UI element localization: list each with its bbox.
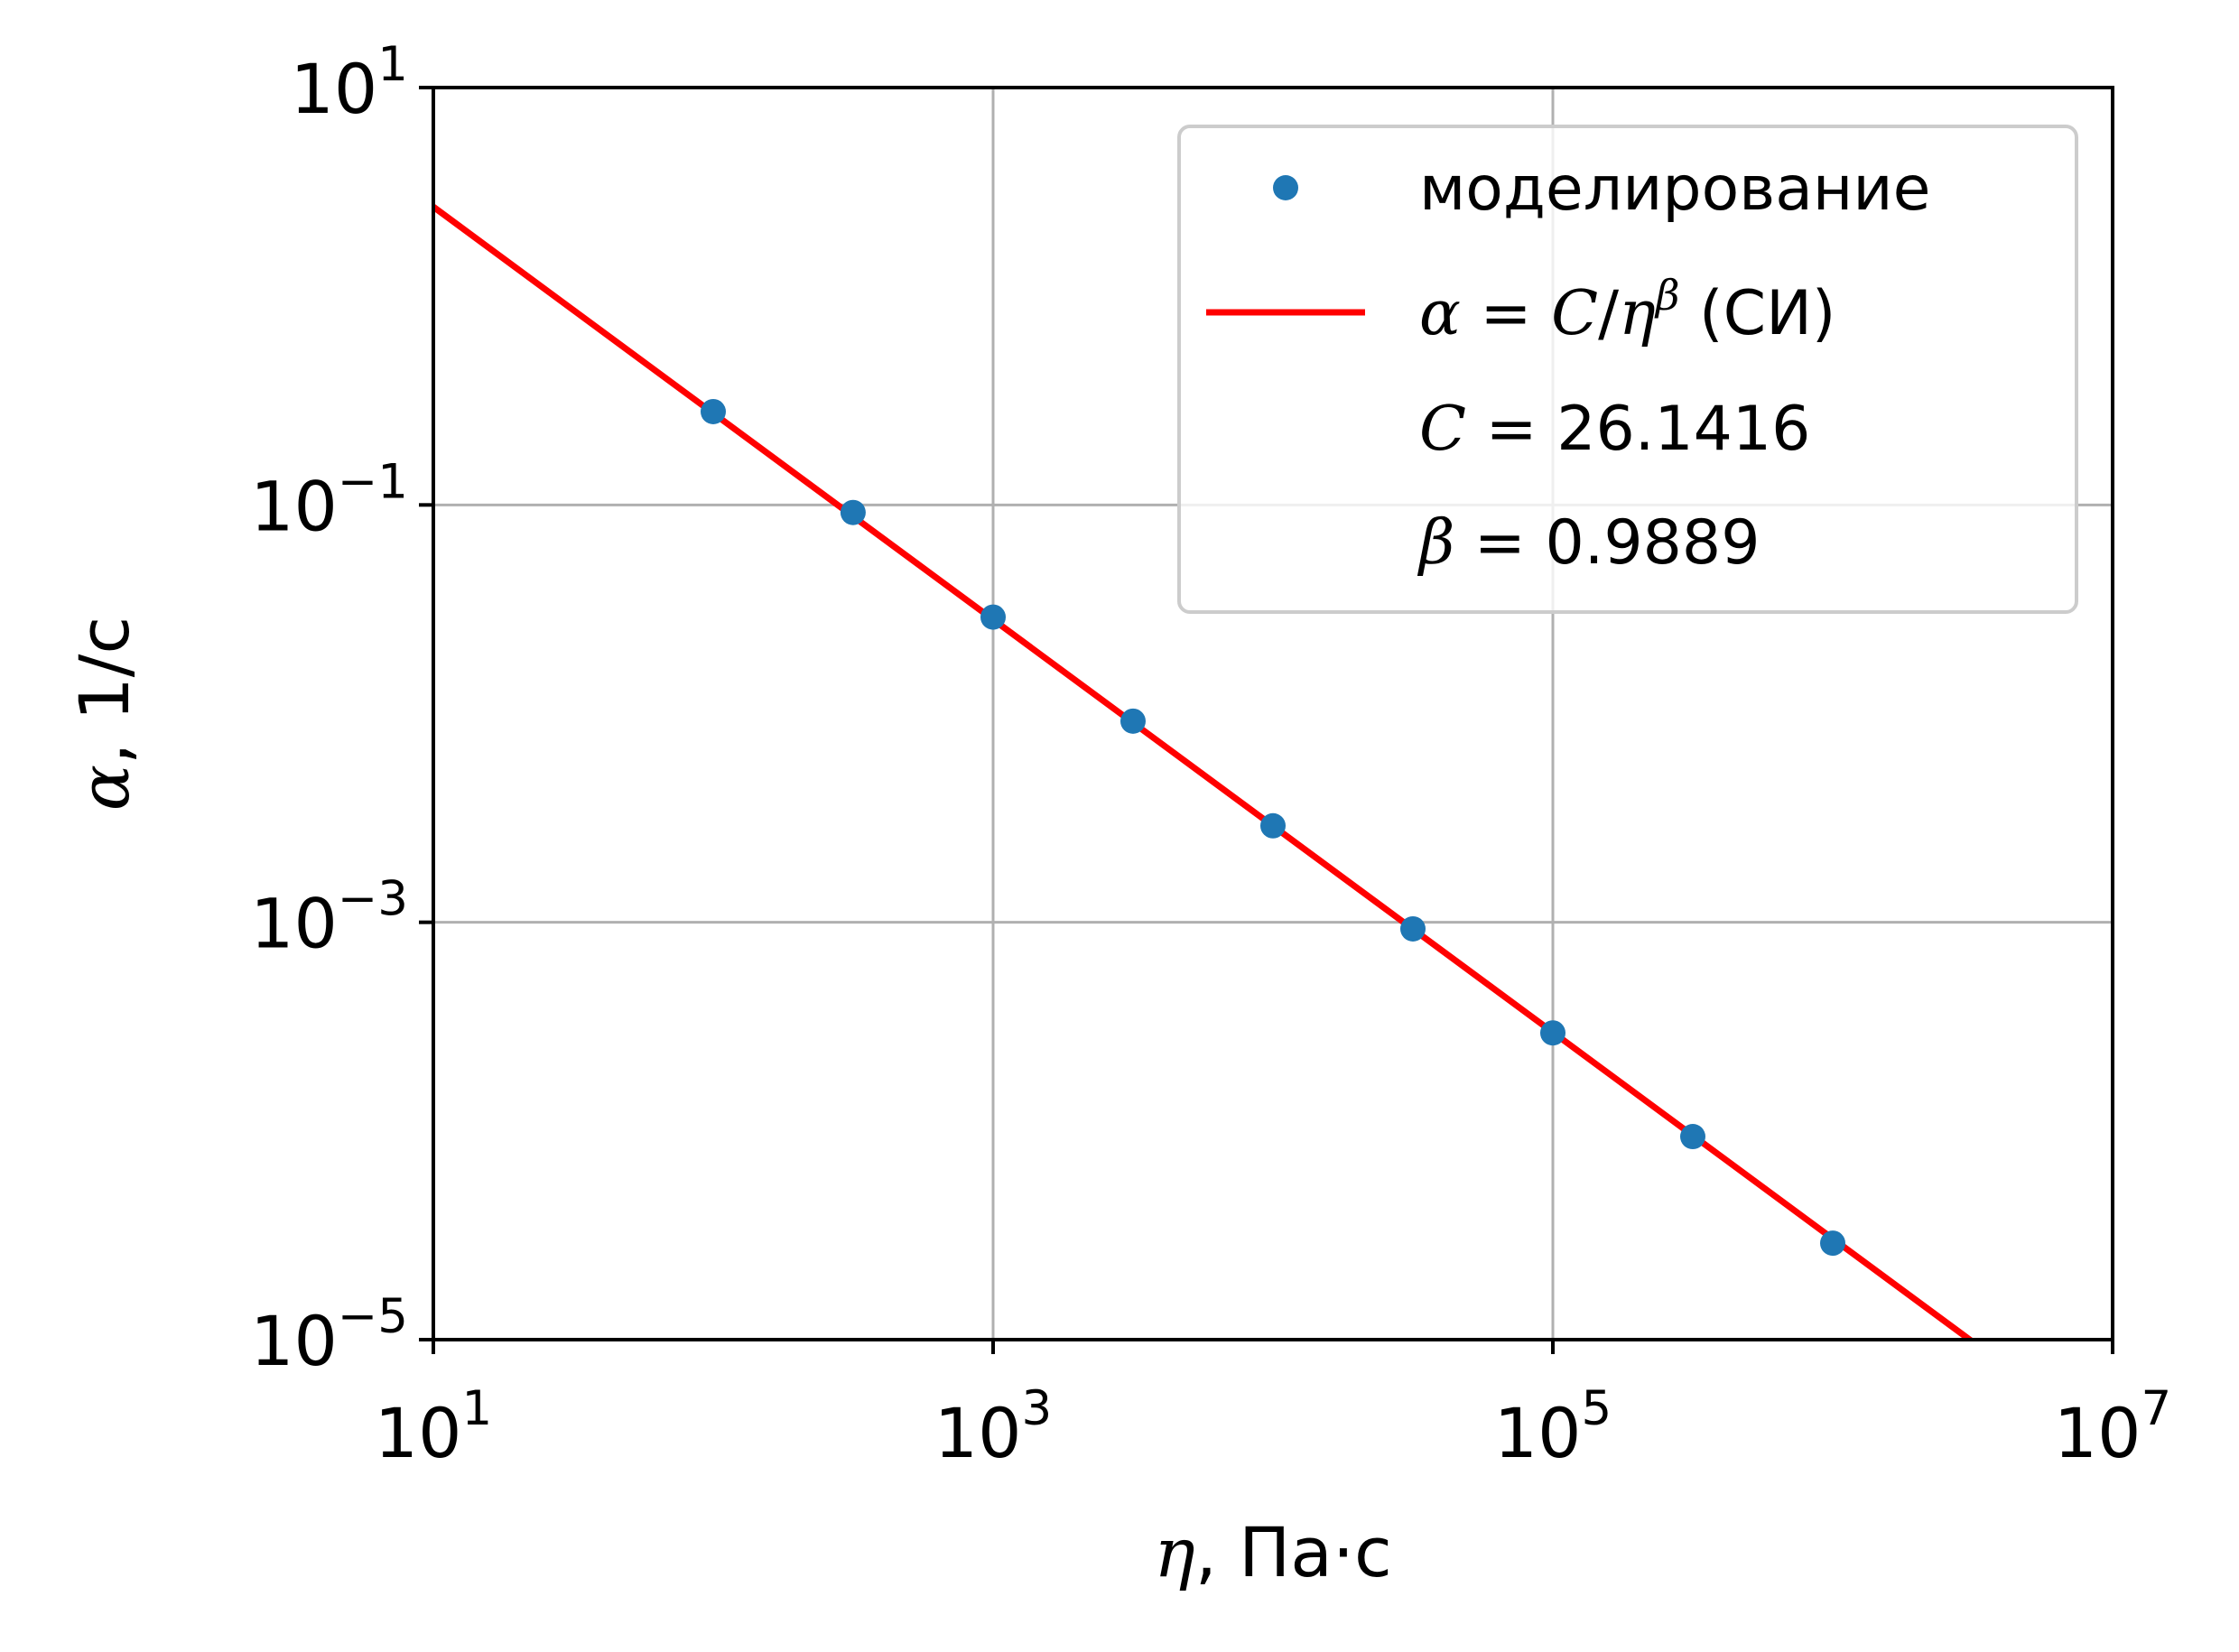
y-tick-label: 10−5 [250,1289,408,1381]
legend-fit-beta: β [1654,271,1680,320]
data-point [840,499,866,525]
legend-c-symbol: C [1419,394,1466,465]
y-tick-exp: −1 [338,454,408,509]
x-tick-label: 107 [2054,1381,2171,1473]
legend-box [1177,125,2078,614]
x-tick-base: 10 [2054,1393,2141,1473]
data-point [1540,1020,1565,1046]
x-tick-label: 103 [934,1381,1052,1473]
x-axis-var: η [1154,1512,1195,1592]
y-tick-exp: 1 [377,37,408,92]
data-point [1120,708,1146,734]
y-tick-base: 10 [291,49,378,129]
y-tick-base: 10 [250,466,338,546]
data-point [1680,1124,1706,1150]
x-tick-exp: 5 [1581,1381,1612,1436]
data-point [701,398,726,424]
legend-fit-alpha: α [1419,278,1461,349]
x-tick-exp: 7 [2141,1381,2171,1436]
legend-fit-slash: / [1598,278,1619,349]
y-axis-title: α, 1/с [64,617,144,811]
x-tick-exp: 3 [1021,1381,1052,1436]
data-point [1400,915,1426,942]
plot-frame [432,86,2114,1341]
y-axis-unit: , 1/с [64,617,144,765]
y-tick-label: 101 [291,37,408,129]
x-tick-exp: 1 [461,1381,492,1436]
y-tick-base: 10 [250,884,338,964]
y-tick-exp: −3 [338,872,408,927]
points-layer [701,398,1845,1257]
y-tick-label: 10−3 [250,872,408,964]
legend: моделирование α = C/ηβ (СИ) C = 26.1416 … [1177,125,2078,614]
x-tick-label: 105 [1494,1381,1612,1473]
legend-beta-symbol: β [1417,507,1454,579]
x-tick-label: 101 [375,1381,492,1473]
x-axis-title: η, Па·с [1154,1512,1392,1592]
legend-point-marker [1273,175,1298,200]
legend-fit-eta: η [1619,278,1656,349]
legend-fit-c: C [1551,278,1598,349]
x-tick-base: 10 [1494,1393,1582,1473]
y-tick-base: 10 [250,1301,338,1381]
x-axis-unit: , Па·с [1195,1512,1392,1592]
legend-beta-value: β = 0.9889 [1417,507,1760,579]
y-tick-label: 10−1 [250,454,408,546]
x-tick-base: 10 [934,1393,1022,1473]
legend-c-text: = 26.1416 [1466,394,1810,465]
legend-points-label: моделирование [1419,153,1930,225]
ticks [419,86,2114,1354]
data-point [1820,1230,1845,1257]
legend-c-value: C = 26.1416 [1419,394,1810,465]
legend-beta-text: = 0.9889 [1454,507,1760,579]
y-axis-var: α [64,765,144,811]
y-tick-exp: −5 [338,1289,408,1344]
data-point [980,604,1006,630]
data-point [1260,812,1286,839]
x-tick-base: 10 [375,1393,462,1473]
legend-fit-suffix: (СИ) [1679,278,1835,349]
legend-fit-label: α = C/ηβ (СИ) [1419,271,1835,349]
legend-fit-eq: = [1461,278,1551,349]
